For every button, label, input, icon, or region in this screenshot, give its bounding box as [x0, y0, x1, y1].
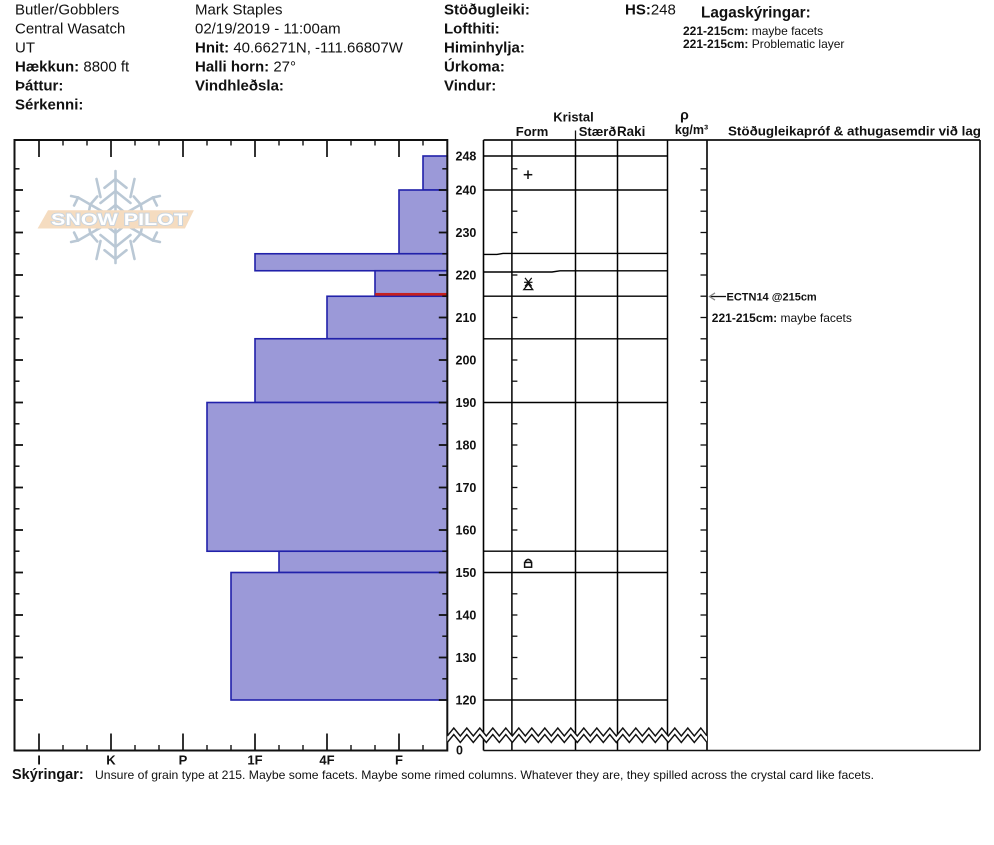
- svg-text:210: 210: [456, 311, 477, 325]
- svg-text:230: 230: [456, 226, 477, 240]
- svg-text:Stöðugleiki:: Stöðugleiki:: [444, 2, 530, 19]
- svg-text:180: 180: [456, 438, 477, 452]
- svg-text:Raki: Raki: [617, 124, 645, 139]
- svg-text:ρ: ρ: [680, 107, 689, 123]
- svg-text:Stöðugleikapróf & athugasemdir: Stöðugleikapróf & athugasemdir við lag: [728, 125, 981, 139]
- svg-text:SNOW PILOT: SNOW PILOT: [51, 210, 188, 229]
- svg-text:Þáttur:: Þáttur:: [15, 78, 63, 95]
- svg-text:kg/m³: kg/m³: [675, 123, 708, 137]
- svg-text:Sérkenni:: Sérkenni:: [15, 97, 83, 114]
- svg-text:Lofthiti:: Lofthiti:: [444, 21, 500, 38]
- svg-text:F: F: [395, 753, 403, 768]
- svg-text:Unsure of grain type at 215. M: Unsure of grain type at 215. Maybe some …: [95, 768, 874, 782]
- svg-text:120: 120: [456, 693, 477, 707]
- svg-text:248: 248: [456, 149, 477, 163]
- svg-text:Central Wasatch: Central Wasatch: [15, 21, 125, 38]
- svg-text:Form: Form: [516, 124, 549, 139]
- svg-text:UT: UT: [15, 40, 35, 57]
- svg-text:HS:248: HS:248: [625, 2, 676, 19]
- svg-text:ECTN14 @215cm: ECTN14 @215cm: [727, 292, 817, 304]
- svg-text:Mark Staples: Mark Staples: [195, 2, 283, 19]
- svg-text:P: P: [179, 753, 188, 768]
- svg-text:02/19/2019 - 11:00am: 02/19/2019 - 11:00am: [195, 21, 341, 38]
- svg-text:240: 240: [456, 183, 477, 197]
- svg-text:Vindhleðsla:: Vindhleðsla:: [195, 78, 284, 95]
- svg-text:Kristal: Kristal: [553, 109, 593, 124]
- svg-text:130: 130: [456, 651, 477, 665]
- svg-text:Halli horn: 27°: Halli horn: 27°: [195, 59, 296, 76]
- svg-text:4F: 4F: [319, 753, 334, 768]
- svg-text:140: 140: [456, 608, 477, 622]
- svg-text:200: 200: [456, 353, 477, 367]
- svg-text:Himinhylja:: Himinhylja:: [444, 40, 525, 57]
- svg-text:1F: 1F: [247, 753, 262, 768]
- svg-text:Lagaskýringar:: Lagaskýringar:: [701, 5, 811, 22]
- svg-text:220: 220: [456, 268, 477, 282]
- svg-text:Stærð: Stærð: [579, 124, 617, 139]
- svg-text:K: K: [106, 753, 116, 768]
- svg-text:190: 190: [456, 396, 477, 410]
- svg-text:Butler/Gobblers: Butler/Gobblers: [15, 2, 119, 19]
- svg-text:170: 170: [456, 481, 477, 495]
- svg-text:221-215cm: Problematic layer: 221-215cm: Problematic layer: [683, 37, 844, 51]
- svg-text:221-215cm: maybe facets: 221-215cm: maybe facets: [712, 311, 852, 325]
- svg-text:Hnit: 40.66271N, -111.66807W: Hnit: 40.66271N, -111.66807W: [195, 40, 404, 57]
- svg-text:I: I: [37, 753, 41, 768]
- svg-text:221-215cm: maybe facets: 221-215cm: maybe facets: [683, 24, 823, 38]
- svg-text:160: 160: [456, 523, 477, 537]
- svg-text:0: 0: [456, 743, 463, 757]
- svg-text:Vindur:: Vindur:: [444, 78, 496, 95]
- svg-text:Skýringar:: Skýringar:: [12, 767, 84, 783]
- svg-text:Úrkoma:: Úrkoma:: [444, 58, 505, 76]
- svg-text:150: 150: [456, 566, 477, 580]
- svg-text:Hækkun: 8800 ft: Hækkun: 8800 ft: [15, 59, 130, 76]
